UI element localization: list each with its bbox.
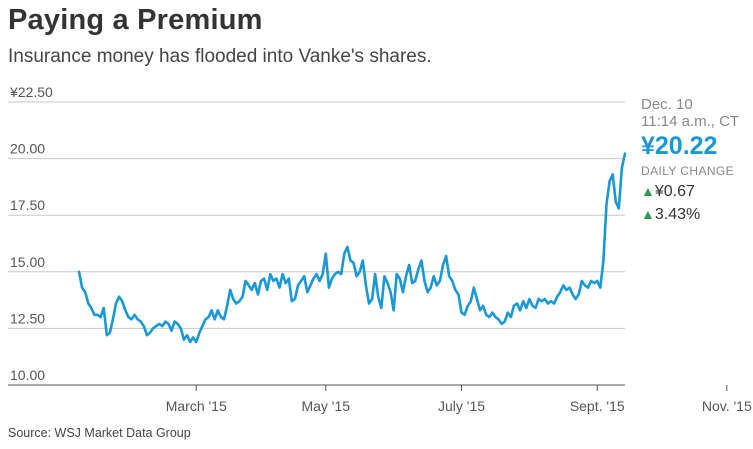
latest-price-panel: Dec. 10 11:14 a.m., CT ¥20.22 DAILY CHAN…: [641, 96, 751, 224]
y-tick-label: 10.00: [10, 367, 45, 383]
latest-date: Dec. 10: [641, 96, 693, 113]
latest-time: 11:14 a.m., CT: [641, 113, 740, 130]
y-tick-label: 20.00: [10, 141, 45, 157]
x-tick-label: Sept. '15: [570, 398, 625, 414]
chart-title: Paying a Premium: [8, 4, 263, 36]
x-tick-label: March '15: [166, 398, 227, 414]
price-series-line: [77, 152, 627, 344]
y-tick-label: ¥22.50: [9, 84, 53, 100]
chart-source: Source: WSJ Market Data Group: [8, 426, 191, 440]
up-triangle-icon: ▲: [641, 183, 655, 199]
daily-change-absolute: ▲¥0.67: [641, 182, 751, 201]
latest-price: ¥20.22: [641, 132, 718, 160]
chart-subtitle: Insurance money has flooded into Vanke's…: [8, 46, 432, 67]
daily-change-absolute-value: ¥0.67: [654, 183, 695, 200]
x-tick-label: July '15: [438, 398, 485, 414]
x-tick-label: May '15: [301, 398, 350, 414]
y-tick-label: 17.50: [10, 197, 45, 213]
daily-change-percent: ▲3.43%: [641, 205, 751, 224]
up-triangle-icon: ▲: [641, 206, 655, 222]
daily-change-percent-value: 3.43%: [654, 206, 701, 223]
y-tick-label: 15.00: [10, 254, 45, 270]
x-tick-label: Nov. '15: [702, 398, 752, 414]
y-tick-label: 12.50: [10, 310, 45, 326]
daily-change-label: DAILY CHANGE: [641, 164, 735, 178]
